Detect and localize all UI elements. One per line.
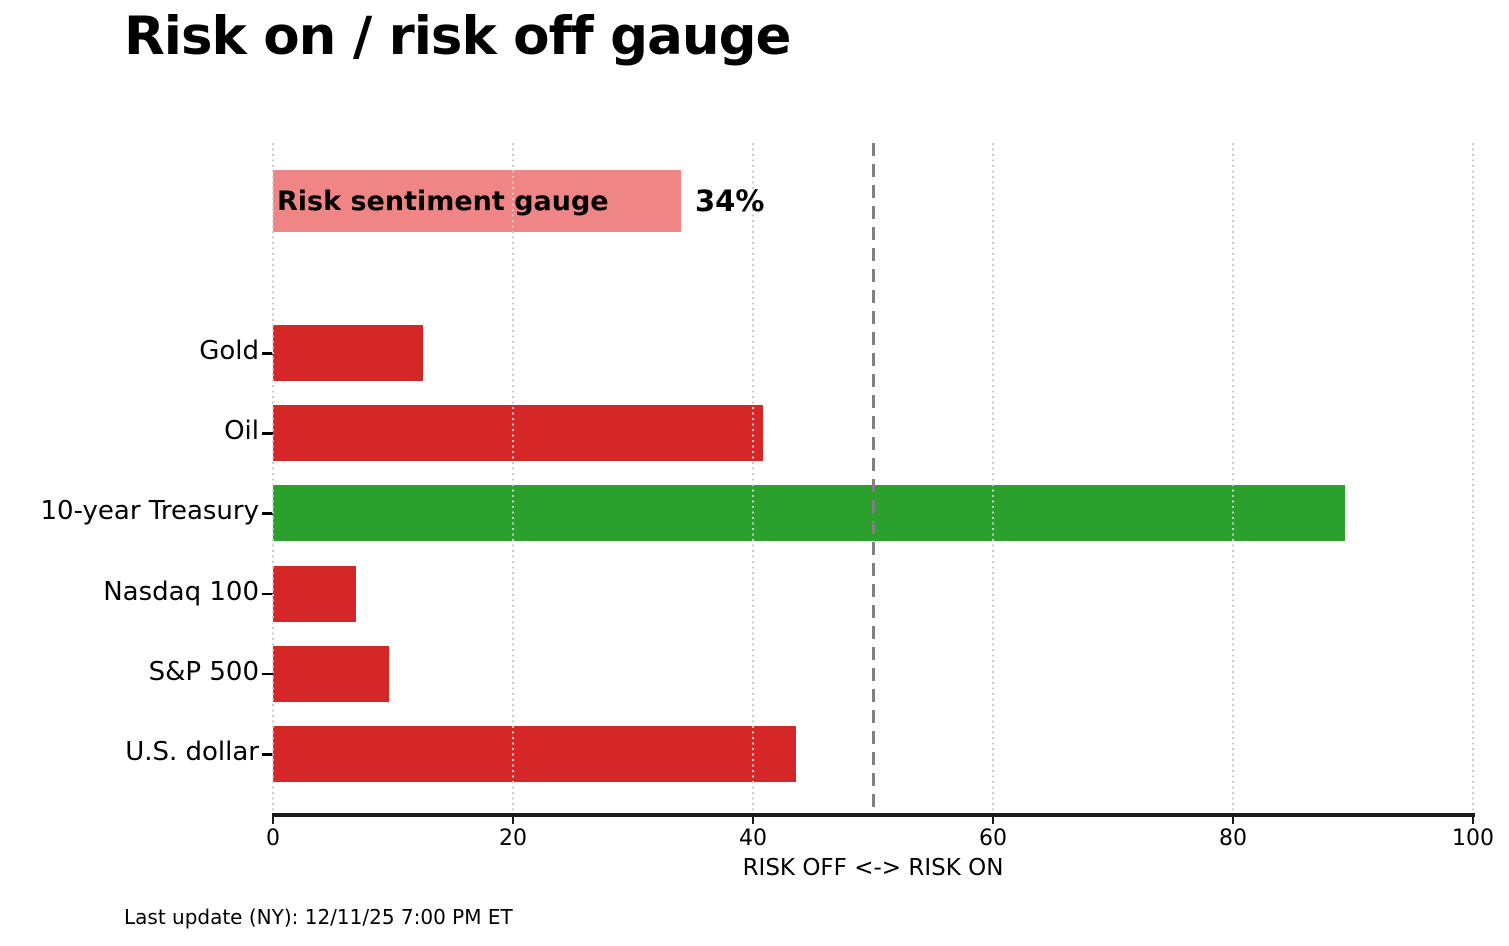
gridline-40 — [752, 143, 754, 814]
x-tick-label-60: 60 — [979, 826, 1007, 851]
y-tick-u-s-dollar — [262, 753, 273, 756]
bar-10-year-treasury — [273, 485, 1345, 542]
gridline-0 — [272, 143, 274, 814]
y-tick-label-oil: Oil — [224, 416, 259, 447]
x-tick-label-100: 100 — [1452, 826, 1494, 851]
gridline-100 — [1472, 143, 1474, 814]
x-tick-label-0: 0 — [266, 826, 280, 851]
threshold-line — [871, 143, 875, 814]
y-tick-s-p-500 — [262, 672, 273, 676]
x-tick-label-20: 20 — [499, 826, 527, 851]
gridline-60 — [992, 143, 994, 814]
y-tick-label-u-s-dollar: U.S. dollar — [125, 737, 259, 767]
x-tick-label-40: 40 — [739, 826, 767, 851]
gridline-80 — [1232, 143, 1234, 814]
bar-oil — [273, 405, 763, 462]
bar-s-p-500 — [273, 645, 390, 702]
y-tick-label-10-year-treasury: 10-year Treasury — [40, 496, 260, 527]
x-tick-80 — [1232, 816, 1234, 824]
bar-gold — [273, 325, 423, 381]
chart-title: Risk on / risk off gauge — [124, 6, 791, 67]
last-update-note: Last update (NY): 12/11/25 7:00 PM ET — [124, 905, 513, 929]
gridline-20 — [512, 143, 514, 814]
y-tick-oil — [262, 432, 273, 435]
bar-nasdaq-100 — [273, 565, 356, 622]
x-tick-0 — [272, 816, 274, 824]
x-axis-line — [272, 813, 1475, 817]
x-tick-40 — [752, 816, 754, 824]
x-tick-label-80: 80 — [1219, 826, 1247, 851]
y-tick-nasdaq-100 — [262, 592, 273, 596]
y-tick-10-year-treasury — [262, 512, 273, 515]
x-tick-20 — [512, 816, 514, 824]
bar-u-s-dollar — [273, 726, 797, 782]
x-axis-label: RISK OFF <-> RISK ON — [742, 855, 1004, 881]
gauge-value: 34% — [695, 184, 765, 218]
x-tick-100 — [1472, 816, 1474, 824]
plot-area: Risk sentiment gauge 34% — [272, 143, 1474, 814]
x-tick-60 — [992, 816, 994, 824]
y-tick-label-s-p-500: S&P 500 — [148, 656, 259, 687]
y-tick-label-gold: Gold — [199, 336, 259, 366]
gauge-label: Risk sentiment gauge — [277, 185, 609, 217]
y-tick-gold — [262, 352, 273, 355]
gauge-bar: Risk sentiment gauge — [273, 170, 681, 232]
y-tick-label-nasdaq-100: Nasdaq 100 — [103, 576, 259, 607]
